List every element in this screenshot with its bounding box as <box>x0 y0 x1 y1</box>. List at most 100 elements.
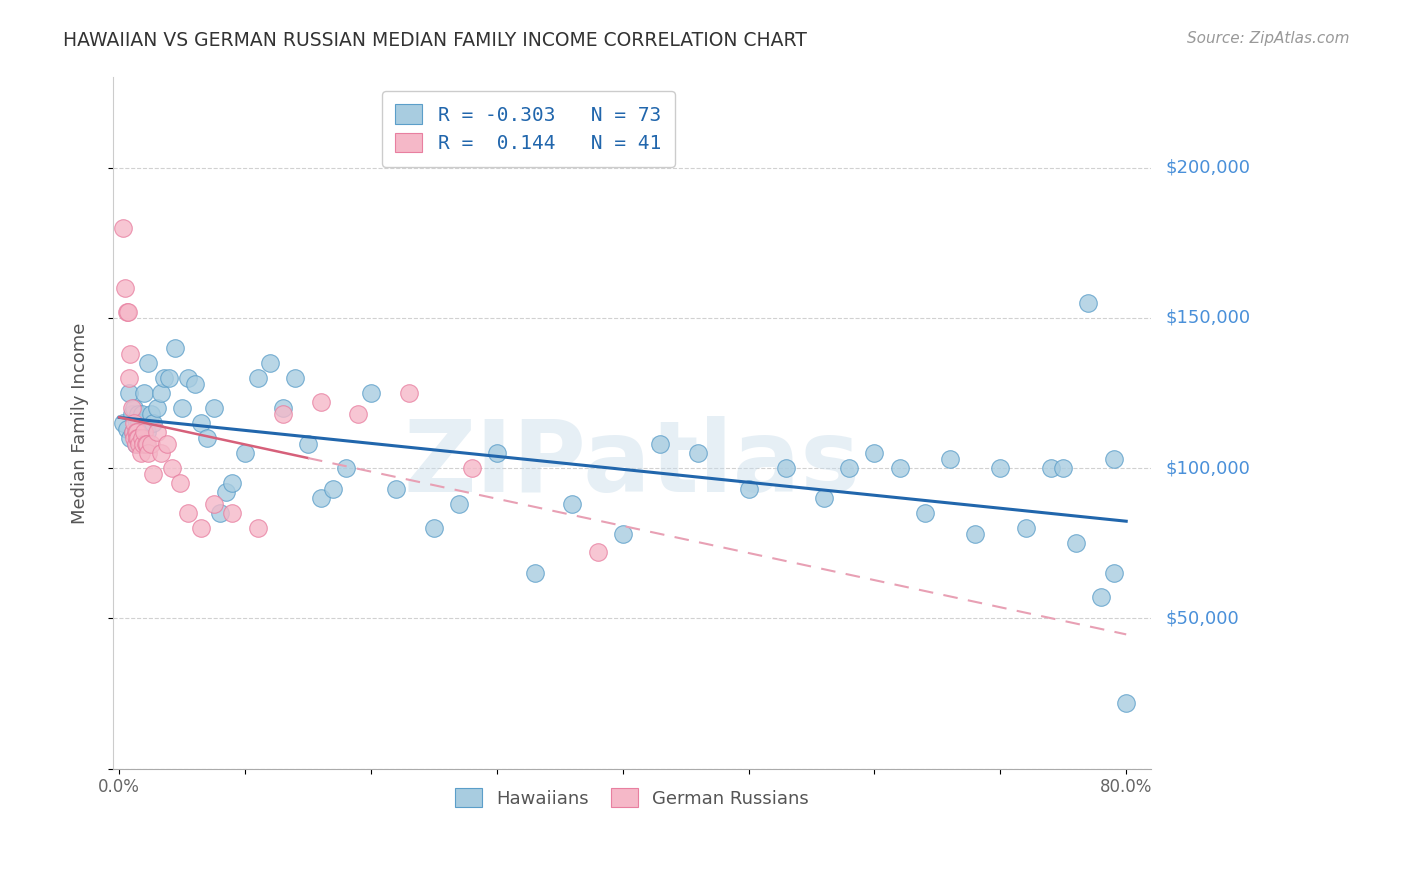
Point <box>136 446 159 460</box>
Point <box>737 482 759 496</box>
Point <box>297 437 319 451</box>
Point <box>132 431 155 445</box>
Point <box>169 476 191 491</box>
Point <box>142 467 165 482</box>
Point <box>121 407 143 421</box>
Point <box>124 425 146 439</box>
Point <box>1014 521 1036 535</box>
Point <box>233 446 256 460</box>
Point <box>335 461 357 475</box>
Point <box>208 506 231 520</box>
Point <box>177 506 200 520</box>
Point <box>221 476 243 491</box>
Point <box>118 386 141 401</box>
Point <box>163 341 186 355</box>
Point <box>863 446 886 460</box>
Point <box>523 566 546 581</box>
Point <box>142 416 165 430</box>
Point <box>118 371 141 385</box>
Text: ZIPatlas: ZIPatlas <box>404 416 860 513</box>
Point <box>122 401 145 415</box>
Point <box>914 506 936 520</box>
Point <box>1039 461 1062 475</box>
Point <box>246 521 269 535</box>
Point <box>132 437 155 451</box>
Text: $200,000: $200,000 <box>1166 159 1250 177</box>
Point <box>561 497 583 511</box>
Point <box>160 461 183 475</box>
Point <box>124 437 146 451</box>
Point <box>129 446 152 460</box>
Point <box>115 422 138 436</box>
Point <box>183 376 205 391</box>
Point <box>423 521 446 535</box>
Point <box>125 431 148 445</box>
Point <box>134 425 156 439</box>
Point <box>586 545 609 559</box>
Text: $100,000: $100,000 <box>1166 459 1250 477</box>
Point <box>202 401 225 415</box>
Point <box>146 425 169 439</box>
Point <box>1115 696 1137 710</box>
Point <box>134 386 156 401</box>
Point <box>215 485 238 500</box>
Point <box>988 461 1011 475</box>
Point <box>127 431 149 445</box>
Point <box>177 371 200 385</box>
Point <box>172 401 194 415</box>
Point <box>271 407 294 421</box>
Point <box>284 371 307 385</box>
Point <box>156 437 179 451</box>
Point <box>120 347 142 361</box>
Point <box>149 386 172 401</box>
Point <box>259 356 281 370</box>
Point <box>688 446 710 460</box>
Point <box>115 305 138 319</box>
Point <box>1090 591 1112 605</box>
Point <box>447 497 470 511</box>
Point <box>111 416 134 430</box>
Point <box>939 452 962 467</box>
Point <box>135 437 157 451</box>
Point <box>309 395 332 409</box>
Point <box>139 407 162 421</box>
Point <box>114 281 136 295</box>
Point <box>128 416 150 430</box>
Point <box>1064 536 1087 550</box>
Point <box>813 491 835 505</box>
Point <box>125 425 148 439</box>
Point <box>136 356 159 370</box>
Point <box>117 305 139 319</box>
Text: HAWAIIAN VS GERMAN RUSSIAN MEDIAN FAMILY INCOME CORRELATION CHART: HAWAIIAN VS GERMAN RUSSIAN MEDIAN FAMILY… <box>63 31 807 50</box>
Y-axis label: Median Family Income: Median Family Income <box>72 322 89 524</box>
Point <box>149 446 172 460</box>
Point <box>128 437 150 451</box>
Text: Source: ZipAtlas.com: Source: ZipAtlas.com <box>1187 31 1350 46</box>
Point <box>398 386 420 401</box>
Point <box>385 482 408 496</box>
Point <box>322 482 344 496</box>
Point <box>159 371 181 385</box>
Point <box>121 401 143 415</box>
Point <box>1077 295 1099 310</box>
Point <box>125 416 148 430</box>
Point <box>221 506 243 520</box>
Point <box>122 431 145 445</box>
Point <box>124 437 146 451</box>
Point <box>775 461 797 475</box>
Point <box>127 407 149 421</box>
Point <box>271 401 294 415</box>
Point <box>129 425 152 439</box>
Point <box>139 437 162 451</box>
Point <box>1102 566 1125 581</box>
Point <box>838 461 860 475</box>
Point <box>135 437 157 451</box>
Point <box>347 407 370 421</box>
Legend: Hawaiians, German Russians: Hawaiians, German Russians <box>449 781 817 815</box>
Point <box>650 437 672 451</box>
Point <box>135 437 157 451</box>
Point <box>131 431 153 445</box>
Point <box>460 461 482 475</box>
Point <box>889 461 911 475</box>
Point <box>153 371 176 385</box>
